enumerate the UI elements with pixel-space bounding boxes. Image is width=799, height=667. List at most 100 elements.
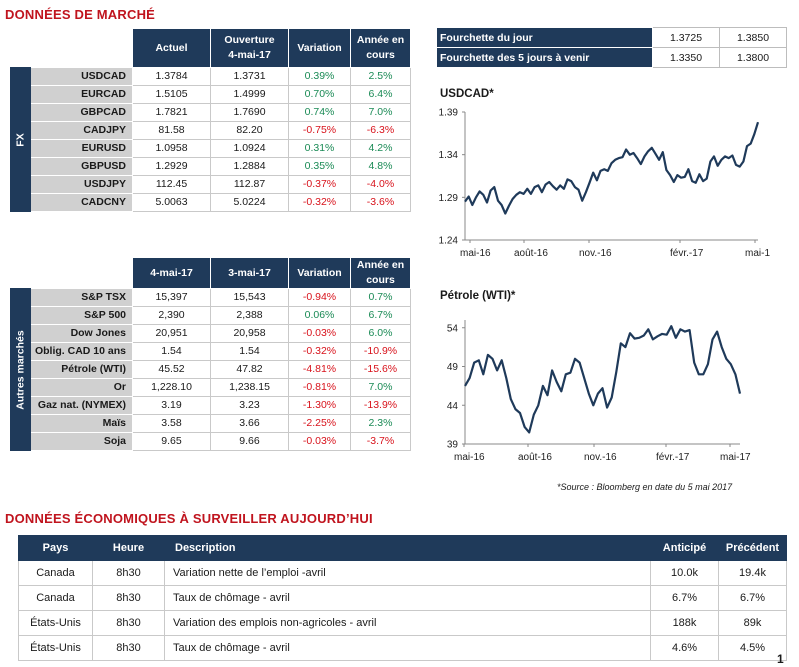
fx-variation: 0.31%	[288, 139, 351, 158]
eco-expected: 6.7%	[650, 585, 719, 611]
other-header-ytd-label: Année en cours	[356, 259, 405, 286]
fx-header-open-label: Ouverture 4-mai-17	[224, 34, 275, 61]
usdcad-x-tick-label: févr.-17	[670, 248, 704, 259]
other-ytd: 6.0%	[350, 324, 411, 343]
eco-time: 8h30	[92, 560, 165, 586]
usdcad-chart-title: USDCAD*	[440, 88, 494, 100]
range-high: 1.3850	[719, 27, 787, 48]
usdcad-y-tick-label: 1.24	[439, 236, 459, 247]
fx-variation: -0.37%	[288, 175, 351, 194]
other-variation: -2.25%	[288, 414, 351, 433]
fx-row: EURUSD 1.0958 1.0924 0.31% 4.2%	[11, 139, 411, 158]
oil-x-tick-label: mai-16	[454, 452, 485, 463]
other-value-1: 9.65	[132, 432, 211, 451]
fx-value-2: 5.0224	[210, 193, 289, 212]
usdcad-y-tick-label: 1.29	[439, 193, 459, 204]
other-row-label: Soja	[30, 432, 133, 451]
other-row-label: Or	[30, 378, 133, 397]
eco-expected: 188k	[650, 610, 719, 636]
fx-row-label: GBPUSD	[30, 157, 133, 176]
fx-value-1: 1.3784	[132, 67, 211, 86]
other-row: Soja 9.65 9.66 -0.03% -3.7%	[11, 432, 411, 451]
fx-value-1: 1.7821	[132, 103, 211, 122]
fx-ytd: -4.0%	[350, 175, 411, 194]
oil-chart-title: Pétrole (WTI)*	[440, 290, 516, 302]
fx-sidebar: FX	[10, 67, 31, 212]
range-row: Fourchette des 5 jours à venir 1.3350 1.…	[436, 47, 787, 68]
fx-value-2: 1.7690	[210, 103, 289, 122]
oil-y-tick-label: 49	[447, 362, 459, 373]
usdcad-x-tick-label: nov.-16	[579, 248, 612, 259]
eco-country: États-Unis	[18, 610, 93, 636]
fx-ytd: 4.8%	[350, 157, 411, 176]
other-ytd: -3.7%	[350, 432, 411, 451]
other-row: Pétrole (WTI) 45.52 47.82 -4.81% -15.6%	[11, 360, 411, 379]
fx-ytd: -6.3%	[350, 121, 411, 140]
oil-x-tick-label: mai-17	[720, 452, 751, 463]
other-value-2: 3.66	[210, 414, 289, 433]
fx-variation: 0.39%	[288, 67, 351, 86]
other-variation: -4.81%	[288, 360, 351, 379]
eco-description: Variation des emplois non-agricoles - av…	[164, 610, 651, 636]
eco-header-country: Pays	[18, 535, 93, 561]
fx-row: FX USDCAD 1.3784 1.3731 0.39% 2.5%	[10, 67, 411, 212]
other-value-2: 2,388	[210, 306, 289, 325]
fx-row: GBPCAD 1.7821 1.7690 0.74% 7.0%	[11, 103, 411, 122]
oil-y-tick-label: 44	[447, 401, 459, 412]
fx-row: USDJPY 112.45 112.87 -0.37% -4.0%	[11, 175, 411, 194]
other-variation: -1.30%	[288, 396, 351, 415]
fx-value-1: 112.45	[132, 175, 211, 194]
fx-ytd: 7.0%	[350, 103, 411, 122]
eco-country: Canada	[18, 560, 93, 586]
eco-time: 8h30	[92, 635, 165, 661]
fx-header-ytd-label: Année en cours	[356, 34, 405, 61]
other-row-label: Dow Jones	[30, 324, 133, 343]
fx-variation: 0.74%	[288, 103, 351, 122]
fx-variation: -0.32%	[288, 193, 351, 212]
other-variation: -0.03%	[288, 432, 351, 451]
fx-ytd: 4.2%	[350, 139, 411, 158]
usdcad-y-tick-label: 1.34	[439, 150, 459, 161]
usdcad-y-tick-label: 1.39	[439, 108, 459, 119]
other-variation: -0.81%	[288, 378, 351, 397]
usdcad-x-tick-label: août-16	[514, 248, 548, 259]
other-row-label: S&P 500	[30, 306, 133, 325]
oil-x-tick-label: nov.-16	[584, 452, 617, 463]
other-row-label: S&P TSX	[30, 288, 133, 307]
fx-row-label: EURCAD	[30, 85, 133, 104]
other-row-label: Oblig. CAD 10 ans	[30, 342, 133, 361]
fx-value-2: 1.4999	[210, 85, 289, 104]
other-ytd: 2.3%	[350, 414, 411, 433]
other-row-label: Maïs	[30, 414, 133, 433]
other-variation: -0.32%	[288, 342, 351, 361]
other-row: Dow Jones 20,951 20,958 -0.03% 6.0%	[11, 324, 411, 343]
fx-header-open: Ouverture 4-mai-17	[210, 28, 289, 68]
eco-time: 8h30	[92, 585, 165, 611]
usdcad-x-tick-label: mai-1	[745, 248, 770, 259]
fx-value-1: 1.2929	[132, 157, 211, 176]
eco-expected: 4.6%	[650, 635, 719, 661]
other-ytd: 7.0%	[350, 378, 411, 397]
range-table: Fourchette du jour 1.3725 1.3850 Fourche…	[436, 27, 787, 68]
page-number: 1	[777, 652, 784, 666]
other-row: Oblig. CAD 10 ans 1.54 1.54 -0.32% -10.9%	[11, 342, 411, 361]
fx-row-label: EURUSD	[30, 139, 133, 158]
other-row: Or 1,228.10 1,238.15 -0.81% 7.0%	[11, 378, 411, 397]
other-row-label: Gaz nat. (NYMEX)	[30, 396, 133, 415]
eco-previous: 89k	[718, 610, 787, 636]
fx-header-variation: Variation	[288, 28, 351, 68]
range-label: Fourchette des 5 jours à venir	[436, 47, 653, 68]
other-value-1: 20,951	[132, 324, 211, 343]
other-row: Autres marchés S&P TSX 15,397 15,543 -0.94% 0…	[10, 288, 411, 451]
usdcad-series-line	[464, 121, 760, 215]
range-low: 1.3725	[652, 27, 720, 48]
eco-previous: 6.7%	[718, 585, 787, 611]
fx-row-label: GBPCAD	[30, 103, 133, 122]
market-data-title: DONNÉES DE MARCHÉ	[5, 7, 156, 22]
fx-value-1: 5.0063	[132, 193, 211, 212]
fx-row-label: CADJPY	[30, 121, 133, 140]
fx-ytd: -3.6%	[350, 193, 411, 212]
eco-header-expected: Anticipé	[650, 535, 719, 561]
fx-value-1: 81.58	[132, 121, 211, 140]
fx-header-current: Actuel	[132, 28, 211, 68]
